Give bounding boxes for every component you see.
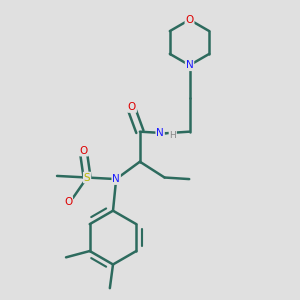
Text: O: O <box>185 15 194 25</box>
Text: O: O <box>80 146 88 156</box>
Text: H: H <box>169 131 176 140</box>
Text: N: N <box>112 174 120 184</box>
Text: O: O <box>128 102 136 112</box>
Text: N: N <box>156 128 164 138</box>
Text: N: N <box>186 60 194 70</box>
Text: S: S <box>84 172 90 182</box>
Text: O: O <box>64 197 72 207</box>
